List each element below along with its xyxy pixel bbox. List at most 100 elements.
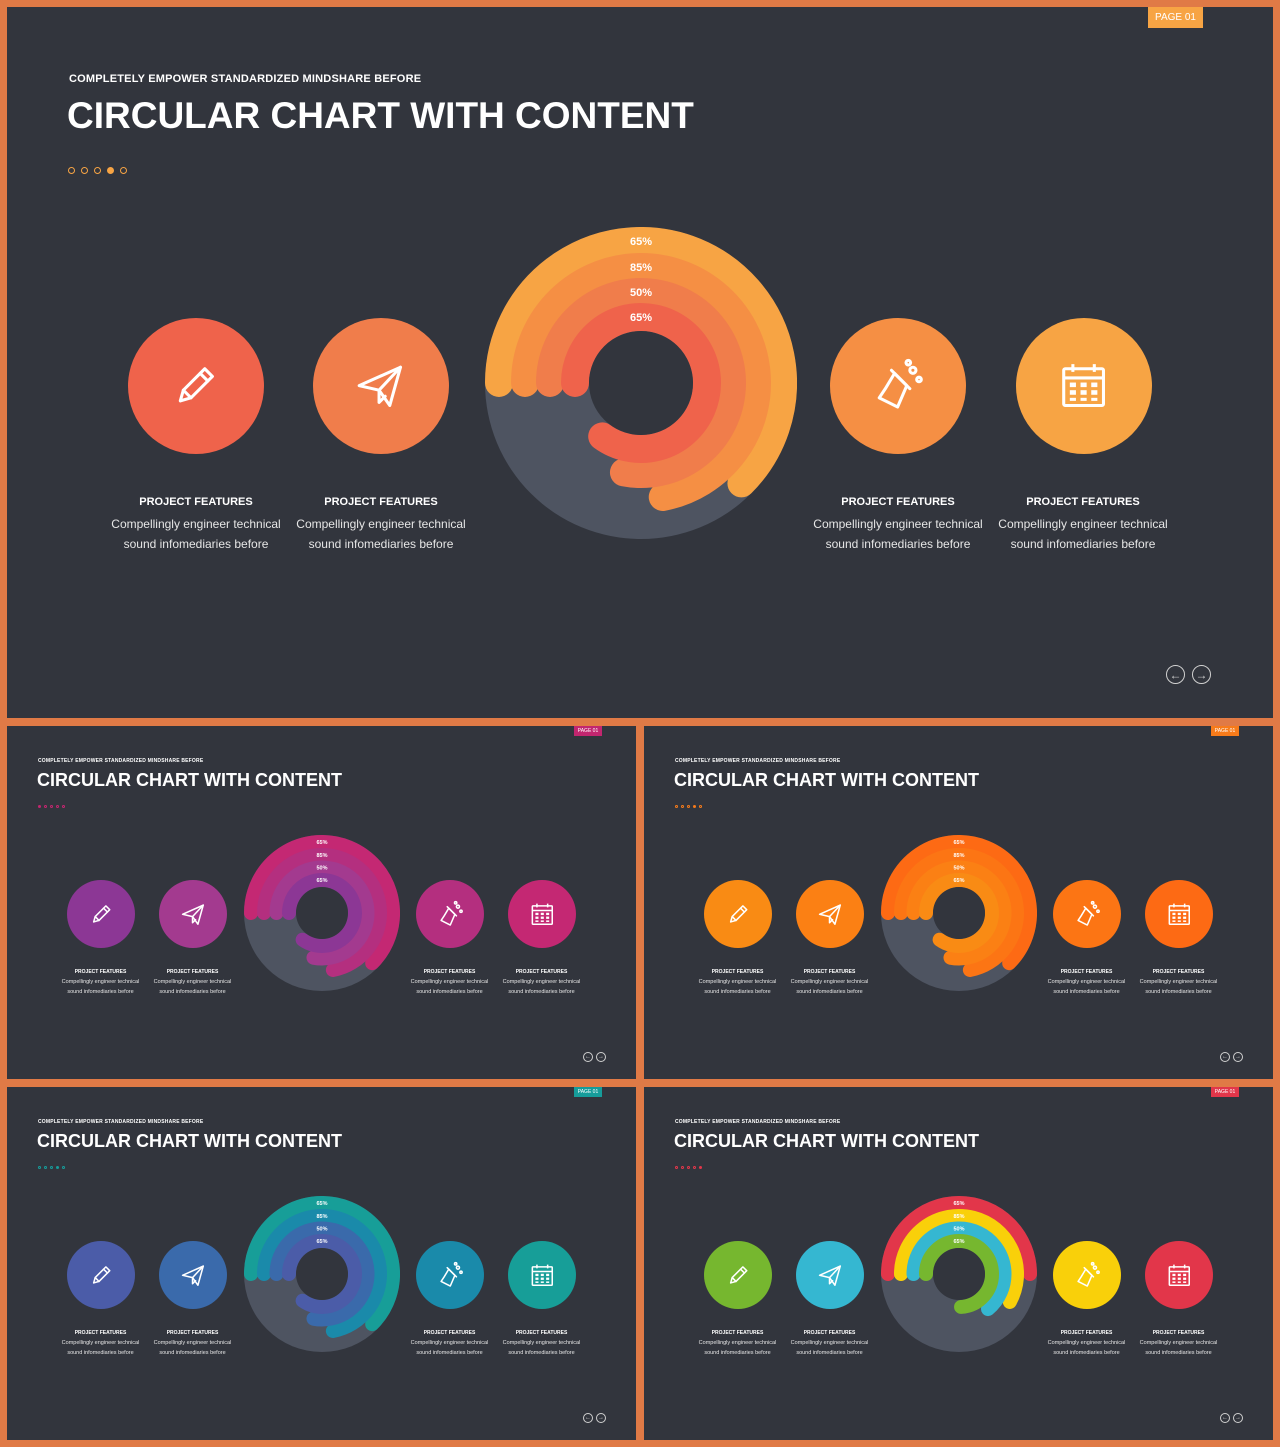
ring-value-label: 65% [316, 840, 327, 846]
feature-circle-calendar [508, 880, 576, 948]
pagination-dot[interactable] [699, 1166, 702, 1169]
paper-plane-icon [818, 1265, 841, 1286]
pagination-dot[interactable] [38, 1166, 41, 1169]
pagination-dot[interactable] [38, 805, 41, 808]
pagination-dot[interactable] [50, 1166, 53, 1169]
pagination-dot[interactable] [94, 167, 101, 174]
prev-arrow-icon[interactable]: ← [583, 1413, 593, 1423]
pagination-dot[interactable] [44, 805, 47, 808]
circular-ring-chart: 65% 85% 50% 65% [244, 835, 400, 991]
feature-text: PROJECT FEATURES Compellingly engineer t… [402, 1330, 497, 1358]
ring-value-label: 50% [316, 1227, 327, 1233]
ring-chart-center [933, 1248, 985, 1300]
pagination-dots [38, 805, 65, 808]
next-arrow-icon[interactable]: → [596, 1413, 606, 1423]
feature-body-line: sound infomediaries before [159, 1350, 226, 1356]
feature-body-line: sound infomediaries before [67, 1350, 134, 1356]
prev-arrow-icon[interactable]: ← [1220, 1052, 1230, 1062]
pagination-dot[interactable] [50, 805, 53, 808]
feature-text: PROJECT FEATURES Compellingly engineer t… [1131, 969, 1226, 997]
feature-text: PROJECT FEATURES Compellingly engineer t… [145, 969, 240, 997]
paper-plane-icon [181, 904, 204, 925]
feature-text: PROJECT FEATURES Compellingly engineer t… [53, 1330, 148, 1358]
ring-value-label: 50% [953, 866, 964, 872]
calendar-icon [1062, 364, 1106, 408]
circular-ring-chart: 65% 85% 50% 65% [881, 1196, 1037, 1352]
feature-body-line: Compellingly engineer technical [1139, 1340, 1218, 1346]
feature-body-line: Compellingly engineer technical [813, 517, 983, 531]
pagination-dot[interactable] [62, 1166, 65, 1169]
ring-value-label: 85% [316, 853, 327, 859]
feature-text: PROJECT FEATURES Compellingly engineer t… [1131, 1330, 1226, 1358]
feature-body-line: sound infomediaries before [796, 989, 863, 995]
feature-body-line: Compellingly engineer technical [153, 1340, 232, 1346]
feature-body-line: sound infomediaries before [704, 989, 771, 995]
feature-body-line: sound infomediaries before [508, 989, 575, 995]
pagination-dot[interactable] [56, 1166, 59, 1169]
slide-title: CIRCULAR CHART WITH CONTENT [37, 1131, 342, 1151]
feature-circle-plane [159, 1241, 227, 1309]
pagination-dot[interactable] [62, 805, 65, 808]
calendar-icon [1168, 903, 1190, 925]
pagination-dot[interactable] [681, 1166, 684, 1169]
next-arrow-icon[interactable]: → [1233, 1413, 1243, 1423]
pagination-dot[interactable] [675, 1166, 678, 1169]
feature-body-line: sound infomediaries before [416, 989, 483, 995]
feature-body-line: sound infomediaries before [416, 1350, 483, 1356]
ring-arc-4 [282, 873, 362, 953]
feature-text: PROJECT FEATURES Compellingly engineer t… [1039, 969, 1134, 997]
ring-arc-3 [269, 1221, 375, 1327]
prev-arrow-icon[interactable]: ← [1220, 1413, 1230, 1423]
feature-body-line: Compellingly engineer technical [410, 979, 489, 985]
feature-circle-pencil [67, 880, 135, 948]
ring-value-label: 85% [953, 853, 964, 859]
next-arrow-icon[interactable]: → [1233, 1052, 1243, 1062]
slide-subtitle: COMPLETELY EMPOWER STANDARDIZED MINDSHAR… [675, 758, 841, 764]
pagination-dot[interactable] [81, 167, 88, 174]
calendar-icon [531, 1264, 553, 1286]
feature-body-line: Compellingly engineer technical [790, 979, 869, 985]
ring-chart-center [933, 887, 985, 939]
flask-icon [440, 900, 463, 926]
prev-arrow-icon[interactable]: ← [583, 1052, 593, 1062]
pagination-dot[interactable] [44, 1166, 47, 1169]
feature-body-line: sound infomediaries before [825, 537, 971, 551]
ring-arc-4 [919, 873, 999, 953]
pencil-icon [92, 904, 111, 923]
pagination-dot[interactable] [68, 167, 75, 174]
pagination-dot[interactable] [699, 805, 702, 808]
pagination-dot[interactable] [107, 167, 114, 174]
feature-heading: PROJECT FEATURES [423, 1330, 476, 1336]
feature-text: PROJECT FEATURES Compellingly engineer t… [494, 1330, 589, 1358]
pagination-dot[interactable] [675, 805, 678, 808]
ring-value-label: 65% [630, 236, 652, 248]
slide-nav: ← → [583, 1052, 606, 1062]
next-arrow-icon[interactable]: → [1192, 665, 1211, 684]
feature-circle-flask [1053, 1241, 1121, 1309]
pagination-dot[interactable] [687, 1166, 690, 1169]
feature-text: PROJECT FEATURES Compellingly engineer t… [690, 969, 785, 997]
feature-circle-flask [830, 318, 966, 454]
feature-circle-calendar [1145, 880, 1213, 948]
ring-value-label: 85% [953, 1214, 964, 1220]
pagination-dot[interactable] [681, 805, 684, 808]
next-arrow-icon[interactable]: → [596, 1052, 606, 1062]
ring-arc-1 [881, 835, 1037, 971]
ring-chart-center [589, 331, 693, 435]
pagination-dot[interactable] [693, 805, 696, 808]
slide-title: CIRCULAR CHART WITH CONTENT [37, 770, 342, 790]
prev-arrow-icon[interactable]: ← [1166, 665, 1185, 684]
slide-nav: ← → [1166, 665, 1211, 684]
feature-body-line: sound infomediaries before [1053, 1350, 1120, 1356]
ring-arc-4 [282, 1234, 362, 1314]
flask-icon [440, 1261, 463, 1287]
pagination-dot[interactable] [56, 805, 59, 808]
pagination-dot[interactable] [693, 1166, 696, 1169]
pagination-dot[interactable] [687, 805, 690, 808]
slide-title: CIRCULAR CHART WITH CONTENT [674, 770, 979, 790]
flask-icon [1077, 1261, 1100, 1287]
feature-body-line: sound infomediaries before [308, 537, 454, 551]
feature-heading: PROJECT FEATURES [74, 969, 127, 975]
pagination-dot[interactable] [120, 167, 127, 174]
flask-icon [1077, 900, 1100, 926]
